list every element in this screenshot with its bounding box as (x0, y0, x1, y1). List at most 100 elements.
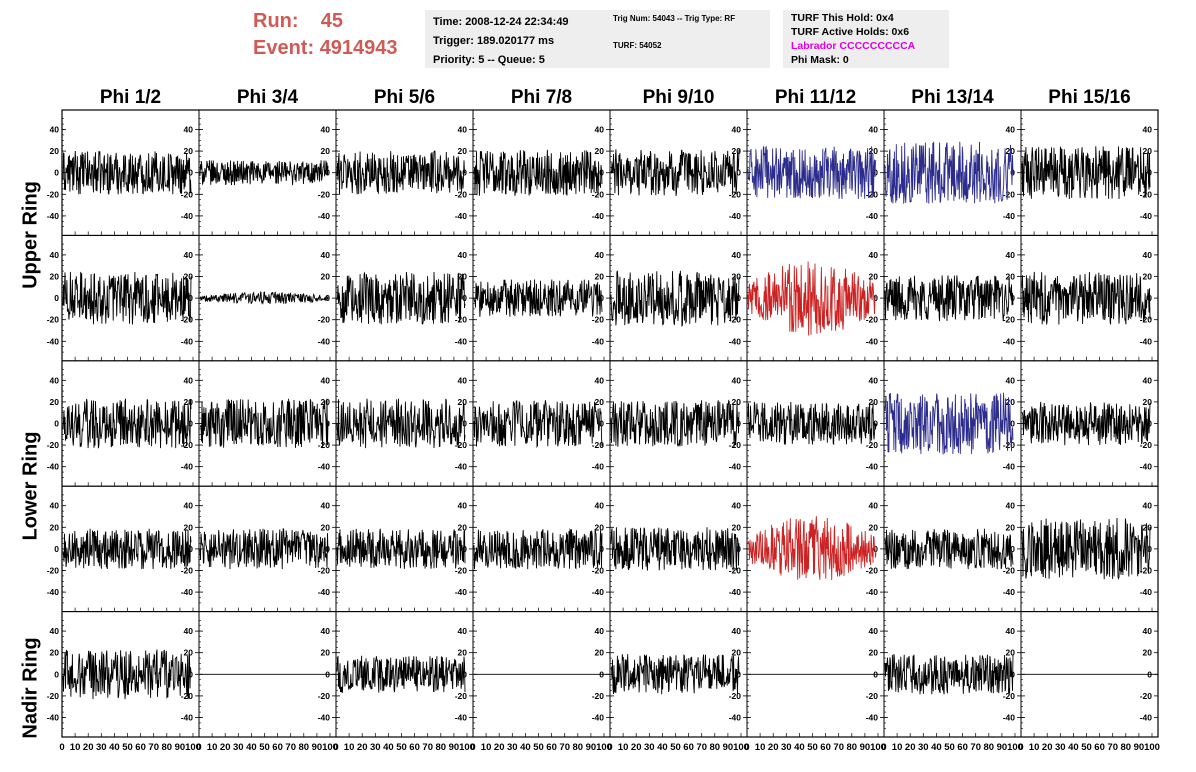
waveform-trace (473, 149, 603, 196)
x-tick-label: 40 (520, 742, 531, 753)
priority-text: Priority: 5 -- Queue: 5 (433, 54, 545, 66)
x-tick-label: 60 (409, 742, 420, 753)
y-tick-label: -40 (318, 462, 331, 472)
y-tick-label: -20 (866, 566, 879, 576)
y-tick-label: 0 (54, 669, 59, 679)
x-tick-label: 100 (870, 742, 886, 753)
waveform-trace (610, 149, 740, 196)
y-tick-label: -40 (318, 587, 331, 597)
y-tick-label: 20 (869, 146, 879, 156)
event-row: Event: 4914943 (253, 35, 398, 62)
y-tick-label: -40 (592, 462, 605, 472)
y-tick-label: -20 (1003, 691, 1016, 701)
y-tick-label: 20 (1143, 397, 1153, 407)
x-tick-label: 70 (970, 742, 981, 753)
x-tick-label: 40 (1068, 742, 1079, 753)
y-tick-label: -20 (318, 440, 331, 450)
x-tick-label: 10 (755, 742, 766, 753)
x-tick-label: 0 (607, 742, 612, 753)
y-tick-label: -20 (455, 566, 468, 576)
x-tick-label: 100 (596, 742, 612, 753)
x-tick-label: 50 (670, 742, 681, 753)
x-tick-label: 100 (733, 742, 749, 753)
y-tick-label: 40 (1006, 375, 1016, 385)
y-tick-label: 40 (869, 250, 879, 260)
y-tick-label: -40 (592, 211, 605, 221)
y-tick-label: 0 (54, 168, 59, 178)
y-tick-label: -40 (592, 336, 605, 346)
y-tick-label: -20 (47, 189, 60, 199)
y-tick-label: 40 (869, 375, 879, 385)
x-tick-label: 30 (1055, 742, 1066, 753)
waveform-trace (610, 270, 740, 327)
y-tick-label: -20 (592, 440, 605, 450)
y-tick-label: -20 (1003, 189, 1016, 199)
x-tick-label: 40 (657, 742, 668, 753)
event-label: Event: (253, 37, 315, 59)
x-tick-label: 50 (1081, 742, 1092, 753)
x-tick-label: 30 (507, 742, 518, 753)
y-tick-label: 20 (595, 272, 605, 282)
y-tick-label: 0 (873, 293, 878, 303)
y-tick-label: 40 (1006, 501, 1016, 511)
y-tick-label: 20 (184, 146, 194, 156)
turf-this-hold-text: TURF This Hold: 0x4 (791, 12, 894, 24)
y-tick-label: 40 (1006, 125, 1016, 135)
y-tick-label: 20 (1143, 522, 1153, 532)
y-tick-label: 20 (184, 648, 194, 658)
x-tick-label: 0 (881, 742, 886, 753)
x-tick-label: 10 (481, 742, 492, 753)
phi-title-5: Phi 9/10 (642, 87, 715, 108)
y-tick-label: 40 (595, 125, 605, 135)
trig-num-text: Trig Num: 54043 -- Trig Type: RF (613, 14, 736, 23)
waveform-trace (199, 527, 329, 570)
waveform-trace (747, 516, 877, 581)
y-tick-label: 40 (321, 626, 331, 636)
waveform-trace (62, 528, 192, 570)
y-tick-label: -40 (1140, 462, 1153, 472)
x-tick-label: 70 (696, 742, 707, 753)
x-tick-label: 90 (860, 742, 871, 753)
y-tick-label: 20 (321, 272, 331, 282)
x-tick-label: 90 (997, 742, 1008, 753)
y-tick-label: 20 (1143, 146, 1153, 156)
y-tick-label: 40 (595, 626, 605, 636)
y-tick-label: 40 (869, 125, 879, 135)
y-tick-label: 20 (50, 397, 60, 407)
y-tick-label: -20 (729, 440, 742, 450)
y-tick-label: -40 (181, 462, 194, 472)
waveform-trace (1021, 401, 1151, 446)
x-tick-label: 60 (1094, 742, 1105, 753)
x-tick-label: 70 (1107, 742, 1118, 753)
y-tick-label: -40 (1003, 713, 1016, 723)
y-tick-label: -20 (1003, 566, 1016, 576)
x-tick-label: 0 (744, 742, 749, 753)
run-row: Run: 45 (253, 8, 398, 35)
waveform-trace (610, 399, 740, 447)
y-tick-label: -40 (318, 713, 331, 723)
waveform-trace (473, 400, 603, 449)
y-tick-label: 40 (458, 501, 468, 511)
y-tick-label: 20 (1143, 648, 1153, 658)
y-tick-label: -40 (866, 462, 879, 472)
y-tick-label: -20 (47, 440, 60, 450)
y-tick-label: 20 (1006, 272, 1016, 282)
y-tick-label: -40 (729, 462, 742, 472)
y-tick-label: -20 (866, 315, 879, 325)
y-tick-label: 0 (188, 419, 193, 429)
x-tick-label: 20 (631, 742, 642, 753)
